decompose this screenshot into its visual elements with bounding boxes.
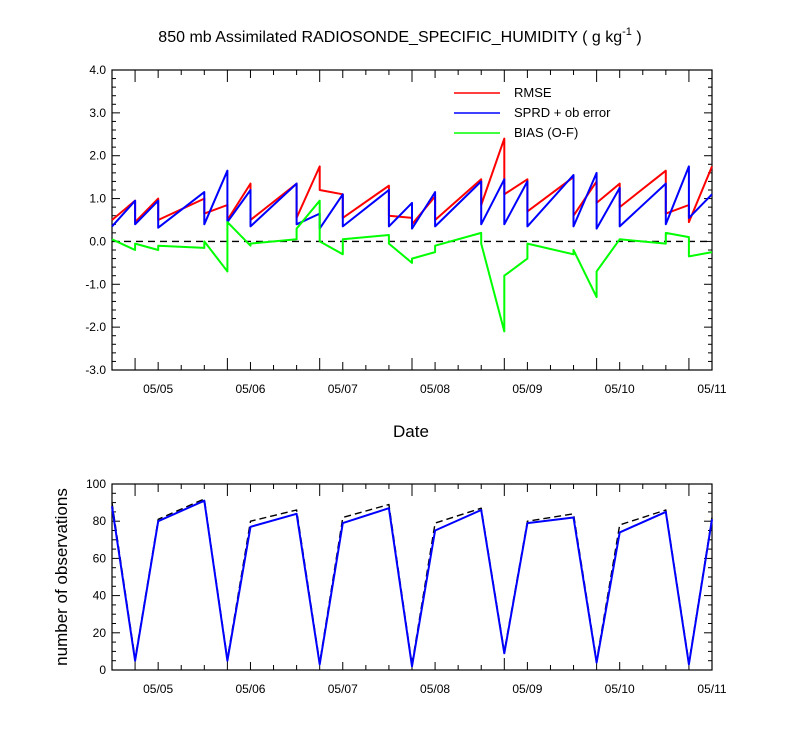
top-plot: -3.0 -2.0 -1.0 0.0 1.0 2.0 3.0 4.0 05/05 05/06 05/… <box>85 63 727 396</box>
legend: RMSE SPRD + ob error BIAS (O-F) <box>454 85 611 140</box>
x-tick-label: 05/06 <box>235 382 265 396</box>
series-line-bias-o-f <box>111 199 713 333</box>
x-tick-label: 05/06 <box>235 682 265 696</box>
y-tick-label: -2.0 <box>85 320 106 334</box>
y-tick-label: 80 <box>93 514 107 528</box>
x-tick-label: 05/05 <box>143 382 173 396</box>
x-tick-label: 05/09 <box>512 382 542 396</box>
x-tick-label: 05/10 <box>605 682 635 696</box>
y-tick-label: 0.0 <box>89 234 106 248</box>
chart-title: 850 mb Assimilated RADIOSONDE_SPECIFIC_H… <box>158 26 641 46</box>
legend-label: RMSE <box>514 85 552 100</box>
x-tick-label: 05/07 <box>328 682 358 696</box>
y-tick-label: 100 <box>86 477 106 491</box>
bottom-y-axis-label: number of observations <box>52 488 71 666</box>
chart-title-end: ) <box>632 29 642 46</box>
x-tick-label: 05/08 <box>420 382 450 396</box>
y-tick-label: -1.0 <box>85 277 106 291</box>
legend-label: BIAS (O-F) <box>514 125 578 140</box>
x-tick-label: 05/10 <box>605 382 635 396</box>
chart-title-superscript: -1 <box>622 26 632 38</box>
y-tick-label: 2.0 <box>89 149 106 163</box>
series-line-solid <box>111 499 713 668</box>
x-tick-label: 05/08 <box>420 682 450 696</box>
plot-frame <box>111 483 713 671</box>
y-tick-label: -3.0 <box>85 363 106 377</box>
y-tick-label: 60 <box>93 551 107 565</box>
y-tick-label: 1.0 <box>89 192 106 206</box>
chart-title-main: 850 mb Assimilated RADIOSONDE_SPECIFIC_H… <box>158 29 622 46</box>
y-tick-label: 0 <box>99 663 106 677</box>
x-tick-label: 05/05 <box>143 682 173 696</box>
x-tick-label: 05/11 <box>697 382 726 396</box>
x-tick-label: 05/09 <box>512 682 542 696</box>
y-tick-label: 20 <box>93 626 107 640</box>
series-line-dashed <box>111 498 713 666</box>
y-tick-label: 3.0 <box>89 106 106 120</box>
y-tick-label: 40 <box>93 589 107 603</box>
x-tick-label: 05/11 <box>697 682 726 696</box>
top-x-axis-label: Date <box>393 422 429 441</box>
series-line-sprd-ob-error <box>111 165 713 230</box>
bottom-plot: 0 20 40 60 80 100 05/05 05/06 05/07 05/08 05/09 05/… <box>86 477 727 696</box>
y-tick-label: 4.0 <box>89 63 106 77</box>
x-tick-label: 05/07 <box>328 382 358 396</box>
legend-label: SPRD + ob error <box>514 105 611 120</box>
